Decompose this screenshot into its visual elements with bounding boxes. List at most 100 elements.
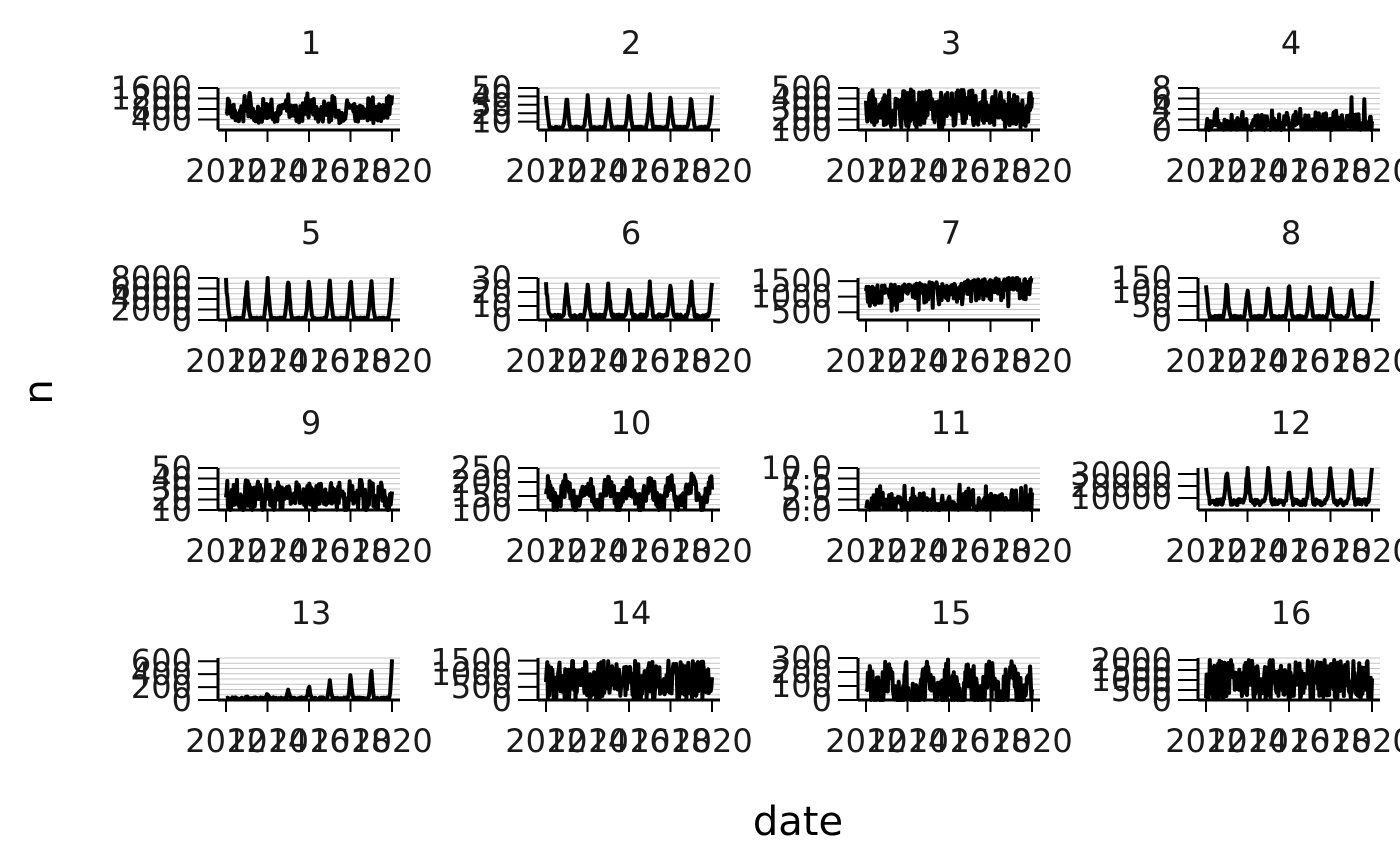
y-tick-label: 1200	[111, 80, 192, 118]
x-tick-label: 2020	[991, 532, 1072, 570]
x-tick-label: 2016	[908, 722, 989, 760]
x-tick-label: 2016	[588, 152, 669, 190]
y-tick-label: 4000	[111, 280, 192, 318]
series-line	[864, 657, 1034, 702]
x-tick-label: 2018	[950, 152, 1031, 190]
x-tick-label: 2018	[630, 532, 711, 570]
y-tick-label: 10000	[1070, 479, 1172, 517]
y-tick-label: 200	[771, 653, 832, 691]
x-tick-label: 2020	[671, 342, 752, 380]
x-tick-label: 2018	[1290, 342, 1371, 380]
y-tick-label: 8	[1152, 69, 1172, 107]
y-tick-label: 400	[771, 80, 832, 118]
x-tick-label: 2014	[547, 152, 628, 190]
x-tick-label: 2014	[227, 342, 308, 380]
panel-title: 10	[611, 404, 652, 442]
x-tick-label: 2018	[630, 152, 711, 190]
x-tick-label: 2014	[867, 342, 948, 380]
series-line	[224, 91, 394, 126]
series-line	[1204, 466, 1374, 508]
series-line	[224, 659, 394, 702]
x-tick-label: 2018	[950, 532, 1031, 570]
y-tick-label: 0.0	[781, 491, 832, 529]
panel-title: 1	[301, 24, 321, 62]
x-tick-label: 2018	[950, 342, 1031, 380]
x-tick-label: 2012	[185, 532, 266, 570]
x-tick-label: 2012	[1165, 532, 1246, 570]
x-tick-label: 2020	[671, 722, 752, 760]
x-tick-label: 2016	[908, 342, 989, 380]
x-tick-label: 2020	[991, 152, 1072, 190]
y-tick-label: 0	[172, 681, 192, 719]
y-tick-label: 20	[471, 94, 512, 132]
x-tick-label: 2012	[1165, 152, 1246, 190]
x-tick-label: 2014	[1207, 152, 1288, 190]
series-line	[864, 482, 1034, 512]
panel-title: 7	[941, 214, 961, 252]
y-tick-label: 100	[771, 667, 832, 705]
y-tick-label: 40	[151, 460, 192, 498]
x-tick-label: 2014	[227, 722, 308, 760]
x-tick-label: 2012	[1165, 722, 1246, 760]
y-tick-label: 8000	[111, 259, 192, 297]
x-tick-label: 2014	[1207, 532, 1288, 570]
x-tick-label: 2016	[588, 722, 669, 760]
x-tick-label: 2020	[351, 722, 432, 760]
series-line	[1204, 658, 1374, 702]
x-tick-label: 2014	[867, 152, 948, 190]
x-tick-label: 2012	[185, 342, 266, 380]
x-tick-label: 2018	[310, 722, 391, 760]
y-tick-label: 0	[1152, 301, 1172, 339]
y-tick-label: 1500	[431, 642, 512, 680]
series-line	[544, 471, 714, 512]
panel-title: 8	[1281, 214, 1301, 252]
y-tick-label: 100	[451, 491, 512, 529]
y-tick-label: 0	[492, 681, 512, 719]
y-tick-label: 6	[1152, 80, 1172, 118]
x-tick-label: 2016	[1248, 152, 1329, 190]
panel-title: 2	[621, 24, 641, 62]
x-tick-label: 2016	[268, 342, 349, 380]
y-tick-label: 30	[471, 86, 512, 124]
y-tick-label: 200	[131, 668, 192, 706]
y-tick-label: 300	[771, 639, 832, 677]
x-tick-label: 2020	[991, 722, 1072, 760]
panel-title: 5	[301, 214, 321, 252]
panel-title: 15	[931, 594, 972, 632]
x-tick-label: 2018	[630, 722, 711, 760]
x-tick-label: 2018	[1290, 532, 1371, 570]
x-tick-label: 2012	[825, 152, 906, 190]
y-tick-label: 0	[1152, 111, 1172, 149]
y-tick-label: 20000	[1070, 467, 1172, 505]
y-tick-label: 30000	[1070, 455, 1172, 493]
x-tick-label: 2020	[351, 152, 432, 190]
y-tick-label: 10	[151, 491, 192, 529]
y-tick-label: 600	[131, 642, 192, 680]
x-tick-label: 2012	[825, 342, 906, 380]
y-tick-label: 50	[1131, 287, 1172, 325]
x-tick-label: 2016	[1248, 722, 1329, 760]
x-tick-label: 2014	[1207, 342, 1288, 380]
panel-title: 9	[301, 404, 321, 442]
panel-title: 16	[1271, 594, 1312, 632]
y-tick-label: 200	[451, 463, 512, 501]
x-tick-label: 2014	[227, 532, 308, 570]
y-tick-label: 50	[471, 69, 512, 107]
x-tick-label: 2016	[1248, 342, 1329, 380]
y-tick-label: 150	[1111, 259, 1172, 297]
x-tick-label: 2020	[351, 532, 432, 570]
y-tick-label: 0	[812, 681, 832, 719]
y-tick-label: 0	[172, 301, 192, 339]
x-tick-label: 2014	[867, 722, 948, 760]
x-tick-label: 2012	[505, 152, 586, 190]
x-tick-label: 2012	[825, 722, 906, 760]
y-tick-label: 10	[471, 103, 512, 141]
